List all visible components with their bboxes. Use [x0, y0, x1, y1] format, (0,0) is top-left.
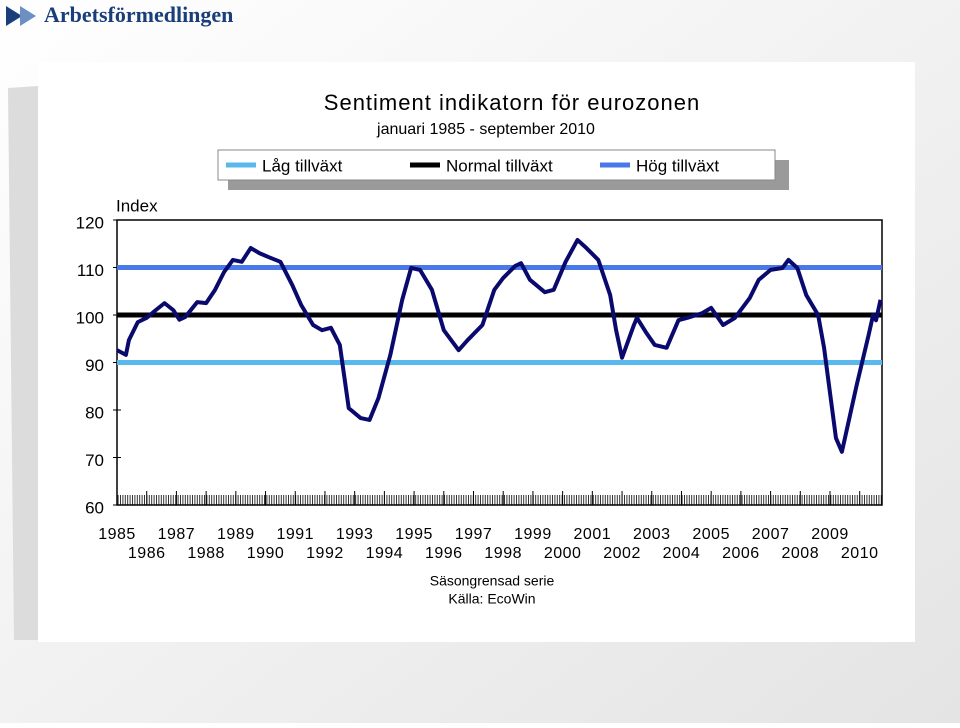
x-tick-label: 2009: [811, 526, 849, 543]
series-line: [116, 237, 883, 454]
x-tick-label: 2006: [722, 545, 760, 562]
x-tick-label: 1991: [276, 526, 314, 543]
x-tick-label: 2002: [603, 545, 641, 562]
x-tick-label: 1987: [158, 526, 196, 543]
y-tick-label: 70: [85, 451, 104, 470]
x-tick-label: 2004: [663, 545, 701, 562]
legend: [217, 149, 776, 181]
legend-label: Normal tillväxt: [446, 156, 553, 175]
x-tick-label: 1990: [247, 545, 285, 562]
x-tick-label: 2005: [692, 526, 730, 543]
legend-label: Låg tillväxt: [262, 156, 343, 175]
y-tick-label: 90: [85, 356, 104, 375]
x-tick-label: 1986: [128, 545, 166, 562]
chart-subtitle: januari 1985 - september 2010: [376, 121, 595, 138]
x-tick-label: 1992: [306, 545, 344, 562]
y-tick-label: 110: [77, 261, 104, 280]
x-tick-label: 1997: [455, 526, 493, 543]
y-tick-label: 60: [85, 498, 104, 517]
x-tick-label: 1989: [217, 526, 255, 543]
x-tick-label: 2008: [782, 545, 820, 562]
minor-ticks: [117, 495, 882, 505]
y-tick-label: 120: [76, 213, 104, 232]
x-tick-label: 1998: [484, 545, 522, 562]
brand: Arbetsförmedlingen: [44, 2, 233, 27]
x-tick-label: 1996: [425, 545, 463, 562]
x-tick-label: 1993: [336, 526, 374, 543]
x-tick-label: 1994: [366, 545, 404, 562]
legend-label: Hög tillväxt: [636, 156, 719, 175]
chart-title: Sentiment indikatorn för eurozonen: [324, 90, 700, 115]
x-tick-label: 2000: [544, 545, 582, 562]
y-tick-label: 100: [76, 308, 104, 327]
x-tick-label: 2001: [574, 526, 612, 543]
x-tick-label: 1985: [98, 526, 136, 543]
note: Säsongrensad serie: [430, 573, 555, 589]
x-tick-label: 2007: [752, 526, 790, 543]
x-tick-label: 1995: [395, 526, 433, 543]
shadow: [8, 86, 38, 640]
x-tick-label: 2010: [841, 545, 879, 562]
x-tick-label: 1999: [514, 526, 552, 543]
note: Källa: EcoWin: [448, 591, 535, 607]
x-tick-label: 1988: [187, 545, 225, 562]
x-tick-label: 2003: [633, 526, 671, 543]
y-axis-label: Index: [116, 196, 158, 215]
y-tick-label: 80: [85, 403, 104, 422]
logo: Arbetsförmedlingen: [6, 2, 233, 27]
